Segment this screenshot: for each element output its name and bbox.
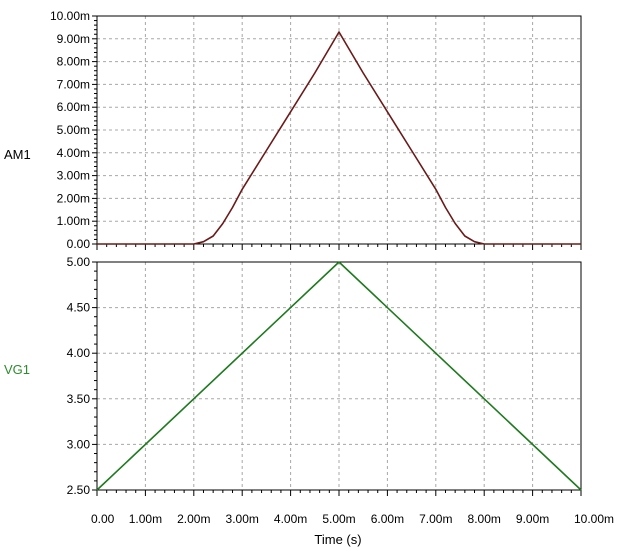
y-tick-label: 5.00m (57, 123, 90, 137)
plot-frame (96, 15, 582, 245)
x-axis-label: Time (s) (314, 532, 361, 547)
y-tick-label: 0.00 (67, 237, 91, 251)
y-tick-label: 2.50 (67, 483, 91, 497)
x-tick-label: 10.00m (574, 512, 614, 526)
x-tick-label: 1.00m (129, 512, 162, 526)
y-tick-label: 5.00 (67, 255, 91, 269)
vg1-trace (96, 261, 582, 491)
y-tick-label: 4.50 (67, 301, 91, 315)
y-tick-label: 3.00m (57, 169, 90, 183)
y-tick-label: 4.00 (67, 346, 91, 360)
am1-panel: 0.00 1.00m 2.00m 3.00m 4.00m 5.00m 6.00m 7.00m 8… (50, 9, 582, 251)
y-tick-label: 3.00 (67, 437, 91, 451)
y-tick-label: 10.00m (50, 9, 90, 23)
y-tick-label: 4.00m (57, 146, 90, 160)
x-tick-label: 5.00m (322, 512, 355, 526)
x-tick-label: 9.00m (516, 512, 549, 526)
x-tick-label: 0.00 (91, 512, 115, 526)
y-tick-label: 7.00m (57, 77, 90, 91)
x-tick-label: 6.00m (371, 512, 404, 526)
x-axis-tick-labels: 0.00 1.00m 2.00m 3.00m 4.00m 5.00m 6.00m 7.00m 8… (91, 512, 614, 526)
y-tick-label: 9.00m (57, 32, 90, 46)
x-tick-label: 4.00m (274, 512, 307, 526)
x-tick-label: 3.00m (226, 512, 259, 526)
am1-axis-label: AM1 (4, 147, 31, 162)
x-tick-label: 8.00m (468, 512, 501, 526)
x-tick-label: 2.00m (177, 512, 210, 526)
am1-trace (97, 31, 581, 245)
y-tick-label: 1.00m (57, 214, 90, 228)
vg1-panel: 2.50 3.00 3.50 4.00 4.50 5.00 (67, 255, 582, 497)
y-tick-label: 6.00m (57, 100, 90, 114)
y-tick-label: 8.00m (57, 55, 90, 69)
vg1-axis-label: VG1 (4, 362, 30, 377)
y-tick-label: 2.00m (57, 191, 90, 205)
x-tick-label: 7.00m (419, 512, 452, 526)
y-tick-label: 3.50 (67, 392, 91, 406)
